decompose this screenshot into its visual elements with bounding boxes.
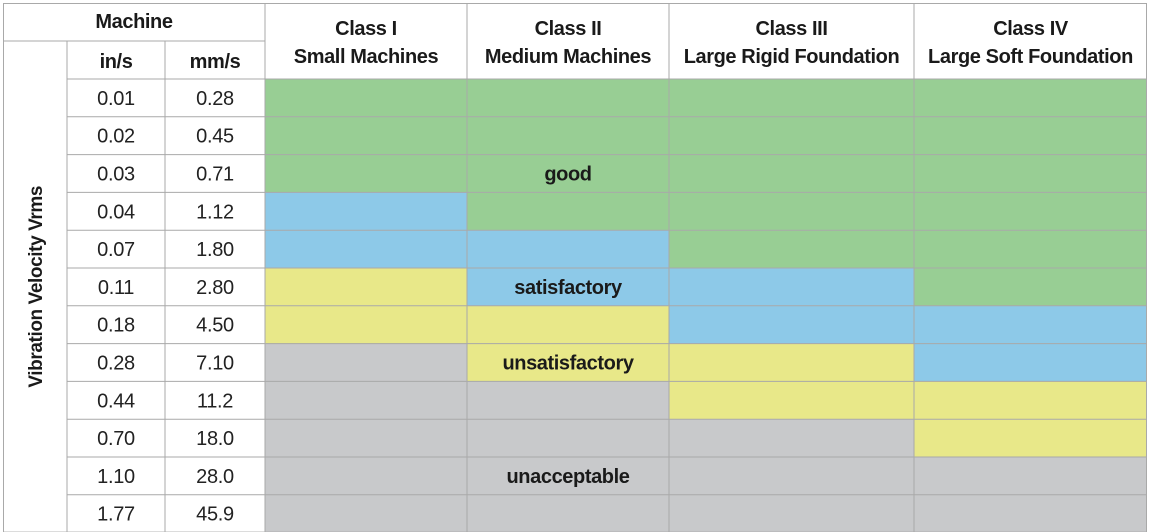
zone-cell-unacceptable xyxy=(914,457,1147,495)
zone-cell-good xyxy=(669,79,914,117)
zone-cell-good xyxy=(669,230,914,268)
row-value-in-s: 0.18 xyxy=(97,315,135,337)
unit-in-header: in/s xyxy=(100,51,133,73)
side-axis-label: Vibration Velocity Vrms xyxy=(26,186,47,388)
row-value-in-s: 0.44 xyxy=(97,390,135,412)
row-value-mm-s: 0.71 xyxy=(196,164,234,186)
class-header-line2: Small Machines xyxy=(294,46,439,68)
class-header-line2: Large Rigid Foundation xyxy=(684,46,900,68)
zone-cell-unacceptable xyxy=(265,419,467,457)
zone-cell-good xyxy=(265,154,467,193)
zone-cell-unacceptable xyxy=(265,343,467,382)
row-value-in-s: 0.01 xyxy=(97,88,135,110)
class-header-line2: Medium Machines xyxy=(485,46,652,68)
row-value-mm-s: 28.0 xyxy=(196,466,234,488)
zone-cell-good xyxy=(914,230,1147,268)
zone-cell-satisfactory xyxy=(467,230,669,268)
row-value-in-s: 0.03 xyxy=(97,164,135,186)
row-value-mm-s: 45.9 xyxy=(196,504,234,526)
machine-header: Machine xyxy=(95,11,172,33)
zone-cell-unsatisfactory xyxy=(914,381,1147,420)
row-value-in-s: 1.77 xyxy=(97,504,135,526)
class-header-line1: Class IV xyxy=(993,18,1069,40)
row-value-in-s: 1.10 xyxy=(97,466,135,488)
row-value-in-s: 0.07 xyxy=(97,239,135,261)
zone-cell-good xyxy=(467,192,669,231)
class-header-line1: Class II xyxy=(535,18,602,40)
row-value-mm-s: 0.28 xyxy=(196,88,234,110)
zone-cell-unsatisfactory xyxy=(467,343,669,382)
zone-cell-unacceptable xyxy=(467,457,669,495)
class-header-line1: Class III xyxy=(756,18,828,40)
table-grid xyxy=(3,3,1147,532)
zone-cell-unacceptable xyxy=(265,381,467,420)
row-value-mm-s: 1.12 xyxy=(196,201,234,223)
unit-mm-header: mm/s xyxy=(190,51,241,73)
row-value-mm-s: 1.80 xyxy=(196,239,234,261)
row-value-mm-s: 4.50 xyxy=(196,315,234,337)
zone-cell-good xyxy=(265,79,467,117)
zone-cell-good xyxy=(914,192,1147,231)
row-value-mm-s: 11.2 xyxy=(197,390,233,412)
zone-cell-satisfactory xyxy=(669,305,914,344)
row-value-in-s: 0.04 xyxy=(97,201,135,223)
zone-cell-satisfactory xyxy=(467,268,669,306)
zone-label-unsatisfactory: unsatisfactory xyxy=(502,353,634,375)
zone-cell-good xyxy=(914,154,1147,193)
zone-cell-good xyxy=(914,268,1147,306)
zone-cell-good xyxy=(467,154,669,193)
zone-cell-unacceptable xyxy=(467,494,669,532)
row-value-in-s: 0.02 xyxy=(97,126,135,148)
zone-cell-satisfactory xyxy=(914,343,1147,382)
zone-cell-unacceptable xyxy=(669,494,914,532)
zone-cell-unsatisfactory xyxy=(265,305,467,344)
zone-cell-unacceptable xyxy=(669,419,914,457)
row-value-mm-s: 2.80 xyxy=(196,277,234,299)
zone-cell-unsatisfactory xyxy=(914,419,1147,457)
zone-cell-satisfactory xyxy=(669,268,914,306)
row-value-in-s: 0.28 xyxy=(97,353,135,375)
zone-cell-good xyxy=(669,192,914,231)
class-header-line1: Class I xyxy=(335,18,397,40)
row-value-in-s: 0.11 xyxy=(98,277,134,299)
zone-cell-good xyxy=(265,116,467,155)
zone-cell-unsatisfactory xyxy=(669,343,914,382)
zone-cell-good xyxy=(669,116,914,155)
row-value-mm-s: 7.10 xyxy=(196,353,234,375)
zone-cell-good xyxy=(914,79,1147,117)
zone-cell-unsatisfactory xyxy=(265,268,467,306)
zone-cell-unacceptable xyxy=(467,419,669,457)
zone-cell-unacceptable xyxy=(265,494,467,532)
zone-cell-good xyxy=(669,154,914,193)
zone-cell-satisfactory xyxy=(265,192,467,231)
row-value-mm-s: 18.0 xyxy=(196,428,234,450)
class-header-line2: Large Soft Foundation xyxy=(928,46,1133,68)
zone-label-good: good xyxy=(544,164,591,186)
zone-cell-unacceptable xyxy=(669,457,914,495)
zone-label-satisfactory: satisfactory xyxy=(514,277,623,299)
zone-cell-good xyxy=(467,79,669,117)
row-value-mm-s: 0.45 xyxy=(196,126,234,148)
zone-cell-unacceptable xyxy=(467,381,669,420)
row-value-in-s: 0.70 xyxy=(97,428,135,450)
zone-cell-good xyxy=(467,116,669,155)
zone-cell-satisfactory xyxy=(914,305,1147,344)
zone-label-unacceptable: unacceptable xyxy=(506,466,629,488)
zone-cell-unacceptable xyxy=(265,457,467,495)
zone-cell-unsatisfactory xyxy=(669,381,914,420)
zone-cell-good xyxy=(914,116,1147,155)
zone-cell-unacceptable xyxy=(914,494,1147,532)
zone-cell-satisfactory xyxy=(265,230,467,268)
zone-cell-unsatisfactory xyxy=(467,305,669,344)
